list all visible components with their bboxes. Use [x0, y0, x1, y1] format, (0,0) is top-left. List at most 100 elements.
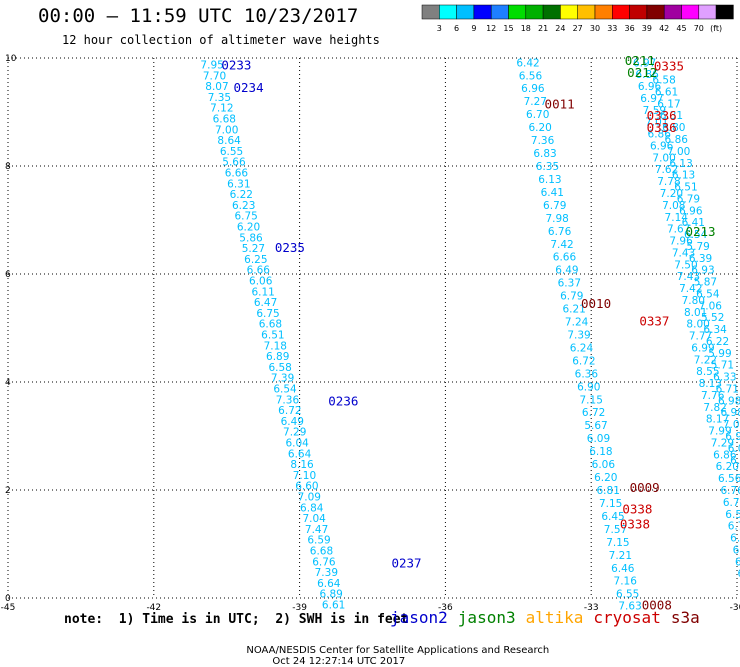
wave-height-point: 7.15	[606, 537, 629, 549]
wave-height-point: 5.52	[701, 312, 724, 324]
wave-height-point: 7.15	[580, 394, 603, 406]
wave-height-point: 6.79	[543, 200, 566, 212]
pass-time-label: 0338	[622, 501, 652, 516]
wave-height-point: 6.56	[718, 473, 740, 485]
wave-height-point: 6.72	[572, 355, 595, 367]
legend-cryosat: cryosat	[593, 608, 660, 627]
legend-jason3: jason3	[458, 608, 516, 627]
wave-height-point: 6.13	[669, 158, 692, 170]
wave-height-point: 6.46	[611, 563, 635, 575]
y-tick-label: 6	[5, 270, 11, 280]
wave-height-point: 6.51	[674, 182, 697, 194]
footer-credit: NOAA/NESDIS Center for Satellite Applica…	[240, 634, 549, 667]
wave-height-point: 7.98	[545, 213, 568, 225]
wave-height-point: 6.57	[725, 509, 740, 521]
x-tick-label: -45	[1, 603, 16, 613]
satellite-legend: jason2 jason3 altika cryosat s3a	[390, 608, 710, 627]
wave-height-point: 6.42	[516, 57, 539, 69]
wave-height-point: 6.66	[553, 252, 577, 264]
pass-time-label: 0213	[685, 224, 715, 239]
wave-height-point: 6.96	[679, 205, 703, 217]
series-jason2: 7.957.708.077.357.126.687.008.646.555.66…	[200, 59, 345, 611]
wave-height-point: 6.19	[735, 556, 740, 568]
pass-time-label: 0338	[620, 516, 650, 531]
wave-height-point: 6.79	[560, 291, 583, 303]
wave-height-point: 7.36	[531, 135, 555, 147]
wave-height-point: 6.79	[728, 521, 740, 533]
wave-height-point: 6.13	[672, 170, 695, 182]
wave-height-point: 5.87	[694, 277, 717, 289]
wave-height-point: 6.71	[716, 383, 739, 395]
footnote: note: 1) Time is in UTC; 2) SWH is in fe…	[64, 612, 408, 627]
wave-height-point: 6.20	[594, 472, 617, 484]
pass-time-label: 0236	[328, 393, 358, 408]
wave-height-point: 7.42	[550, 239, 573, 251]
pass-time-label: 0337	[639, 313, 669, 328]
wave-height-plot: -45-42-39-36-33-3002468107.957.708.077.3…	[0, 0, 740, 615]
wave-height-point: 6.86	[665, 134, 689, 146]
wave-height-point: 6.33	[713, 372, 736, 384]
wave-height-point: 6.54	[696, 288, 720, 300]
wave-height-point: 7.16	[614, 576, 638, 588]
pass-time-label: 0010	[581, 296, 611, 311]
legend-altika: altika	[526, 608, 584, 627]
wave-height-point: 6.61	[655, 86, 678, 98]
wave-height-point: 6.98	[718, 395, 740, 407]
pass-time-label: 0233	[221, 57, 251, 72]
wave-height-point: 7.15	[599, 498, 622, 510]
y-tick-label: 10	[5, 54, 17, 64]
wave-height-point: 7.00	[667, 146, 690, 158]
wave-height-point: 6.55	[616, 589, 639, 601]
wave-height-point: 6.76	[720, 485, 740, 497]
legend-s3a: s3a	[671, 608, 700, 627]
wave-height-point: 6.00	[728, 443, 740, 455]
wave-height-point: 6.20	[528, 122, 551, 134]
wave-height-point: 7.24	[565, 317, 589, 329]
wave-height-point: 5.67	[584, 420, 607, 432]
wave-height-point: 6.16	[733, 544, 740, 556]
wave-height-point: 7.39	[567, 329, 590, 341]
credit-text: NOAA/NESDIS Center for Satellite Applica…	[246, 645, 549, 656]
wave-height-point: 5.79	[686, 241, 709, 253]
pass-time-label: 0335	[654, 59, 684, 74]
wave-height-point: 5.99	[708, 348, 731, 360]
pass-time-label: 0336	[647, 120, 677, 135]
wave-height-point: 7.27	[524, 96, 547, 108]
wave-height-point: 6.36	[575, 368, 599, 380]
wave-height-point: 6.13	[538, 174, 561, 186]
y-tick-label: 0	[5, 594, 11, 604]
x-tick-label: -30	[730, 603, 740, 613]
wave-height-point: 6.93	[691, 265, 714, 277]
wave-height-point: 6.79	[677, 193, 700, 205]
timestamp-text: Oct 24 12:27:14 UTC 2017	[272, 656, 405, 667]
wave-height-point: 6.72	[582, 407, 605, 419]
wave-height-point: 6.61	[322, 599, 345, 611]
wave-height-point: 6.08	[730, 455, 740, 467]
wave-height-point: 6.96	[521, 83, 545, 95]
wave-height-point: 6.18	[589, 446, 612, 458]
y-tick-label: 4	[5, 378, 11, 388]
wave-height-point: 5.71	[711, 360, 734, 372]
wave-height-point: 6.98	[720, 407, 740, 419]
wave-height-point: 6.24	[570, 342, 594, 354]
wave-height-point: 7.05	[723, 419, 740, 431]
wave-height-point: 6.72	[723, 497, 740, 509]
wave-height-point: 6.34	[703, 324, 727, 336]
y-tick-label: 8	[5, 162, 11, 172]
wave-height-point: 6.81	[597, 485, 620, 497]
wave-height-point: 6.76	[548, 226, 572, 238]
wave-height-point: 6.56	[519, 70, 543, 82]
wave-height-point: 6.95	[725, 431, 740, 443]
y-tick-label: 2	[5, 486, 11, 496]
wave-height-point: 6.41	[541, 187, 564, 199]
legend-jason2: jason2	[390, 608, 448, 627]
pass-time-label: 0235	[275, 240, 305, 255]
wave-height-point: 6.90	[577, 381, 600, 393]
wave-height-point: 6.06	[592, 459, 616, 471]
wave-height-point: 6.29	[730, 533, 740, 545]
wave-height-point: 6.22	[706, 336, 729, 348]
wave-height-point: 7.06	[699, 300, 723, 312]
wave-height-point: 6.83	[533, 148, 556, 160]
wave-height-point: 6.49	[555, 265, 578, 277]
pass-time-label: 0011	[545, 96, 575, 111]
